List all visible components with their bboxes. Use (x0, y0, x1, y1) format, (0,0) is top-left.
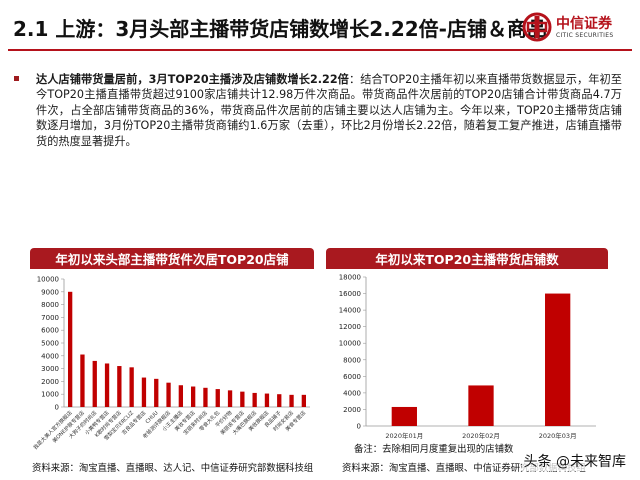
right-chart-note: 备注：去除相同月度重复出现的店铺数 (354, 444, 514, 455)
bullet-square-icon (14, 76, 19, 81)
bar (215, 389, 220, 407)
citic-logo-icon (522, 12, 552, 42)
bar (80, 354, 85, 407)
right-chart-panel: 年初以来TOP20主播带货店铺数 0 2000 4000 6000 8000 10000 1… (326, 248, 608, 448)
y-tick-label: 6000 (41, 327, 59, 335)
bar (178, 385, 184, 407)
bar (391, 406, 417, 426)
bar (117, 366, 122, 407)
page-title: 2.1 上游：3月头部主播带货店铺数增长2.22倍-店铺＆商品 (13, 17, 547, 41)
y-tick-label: 3000 (41, 365, 59, 373)
bar (141, 377, 147, 407)
summary-bullet: 达人店铺带货量居前，3月TOP20主播涉及店铺数增长2.22倍：结合TOP20主… (14, 72, 622, 149)
bar (190, 386, 196, 407)
bar (154, 378, 159, 407)
y-tick-label: 18000 (339, 274, 361, 282)
bar (166, 382, 171, 407)
x-tick-label: 2020年02月 (462, 431, 500, 440)
summary-lead: 达人店铺带货量居前，3月TOP20主播涉及店铺数增长2.22倍 (36, 73, 349, 86)
y-tick-label: 7000 (41, 314, 59, 322)
x-tick-label: 2020年01月 (385, 431, 423, 440)
bar (203, 387, 208, 407)
y-tick-label: 8000 (343, 356, 361, 364)
bar (252, 392, 257, 407)
y-tick-label: 2000 (343, 406, 361, 414)
bar (468, 385, 494, 426)
bar (240, 391, 245, 407)
bar (104, 363, 110, 407)
y-tick-label: 10000 (37, 276, 59, 284)
y-tick-label: 16000 (339, 290, 361, 298)
bar (545, 293, 571, 426)
y-tick-label: 12000 (339, 323, 361, 331)
y-tick-label: 4000 (41, 352, 59, 360)
bar (67, 291, 73, 407)
bar (301, 394, 307, 407)
bar (289, 394, 294, 407)
watermark-text: 头条 @未来智库 (521, 451, 628, 471)
left-chart-source: 资料来源：淘宝直播、直播眼、达人记、中信证券研究部数据科技组 (32, 463, 314, 474)
y-tick-label: 1000 (41, 391, 59, 399)
y-tick-label: 6000 (343, 373, 361, 381)
title-divider (8, 49, 632, 51)
y-tick-label: 4000 (343, 389, 361, 397)
y-tick-label: 0 (55, 404, 59, 412)
citic-logo: 中信证券 CITIC SECURITIES (522, 10, 626, 44)
logo-chinese-name: 中信证券 (556, 15, 612, 32)
bar (129, 367, 134, 407)
summary-paragraph: 达人店铺带货量居前，3月TOP20主播涉及店铺数增长2.22倍：结合TOP20主… (36, 72, 622, 149)
bar (227, 390, 233, 407)
left-chart-title: 年初以来头部主播带货件次居TOP20店铺 (30, 248, 314, 269)
right-bar-chart: 0 2000 4000 6000 8000 10000 12000 14000 16000 180… (339, 274, 596, 440)
bar (92, 360, 97, 407)
y-tick-label: 14000 (339, 307, 361, 315)
y-tick-label: 9000 (41, 288, 59, 296)
left-bar-chart: 0 1000 2000 3000 4000 5000 6000 7000 8000 9000 100… (31, 276, 310, 451)
y-tick-label: 2000 (41, 378, 59, 386)
x-tick-label: 2020年03月 (539, 431, 577, 440)
logo-english-name: CITIC SECURITIES (556, 31, 614, 39)
y-tick-label: 10000 (339, 340, 361, 348)
bar (264, 393, 270, 407)
left-chart-panel: 年初以来头部主播带货件次居TOP20店铺 0 1000 2000 3000 4000 50… (30, 248, 314, 473)
y-tick-label: 8000 (41, 301, 59, 309)
y-tick-label: 5000 (41, 340, 59, 348)
right-chart-title: 年初以来TOP20主播带货店铺数 (326, 248, 608, 269)
bar (277, 394, 282, 407)
summary-body: ：结合TOP20主播年初以来直播带货数据显示，年初至今TOP20主播直播带货超过… (36, 73, 622, 148)
y-tick-label: 0 (357, 423, 361, 431)
right-chart-source: 资料来源：淘宝直播、直播眼、中信证券研究部数据科技组 (342, 463, 586, 474)
